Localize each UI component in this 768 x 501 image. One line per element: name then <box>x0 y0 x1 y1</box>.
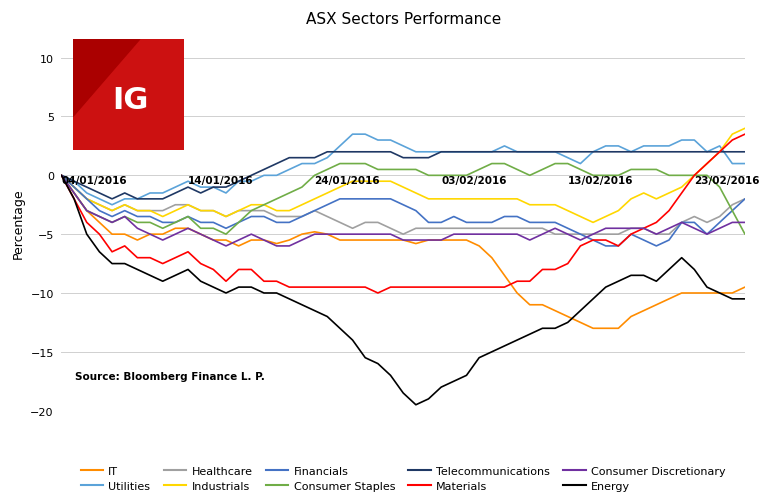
Text: 24/01/2016: 24/01/2016 <box>315 176 380 186</box>
Text: 03/02/2016: 03/02/2016 <box>441 176 507 186</box>
Text: 13/02/2016: 13/02/2016 <box>568 176 634 186</box>
Text: 14/01/2016: 14/01/2016 <box>188 176 253 186</box>
Text: 23/02/2016: 23/02/2016 <box>694 176 760 186</box>
Text: Source: Bloomberg Finance L. P.: Source: Bloomberg Finance L. P. <box>75 371 265 381</box>
Y-axis label: Percentage: Percentage <box>12 188 25 258</box>
Text: 04/01/2016: 04/01/2016 <box>61 176 127 186</box>
Text: IG: IG <box>113 86 149 115</box>
Legend: IT, Utilities, Healthcare, Industrials, Financials, Consumer Staples, Telecommun: IT, Utilities, Healthcare, Industrials, … <box>76 461 730 496</box>
Title: ASX Sectors Performance: ASX Sectors Performance <box>306 12 501 27</box>
Polygon shape <box>73 40 140 117</box>
